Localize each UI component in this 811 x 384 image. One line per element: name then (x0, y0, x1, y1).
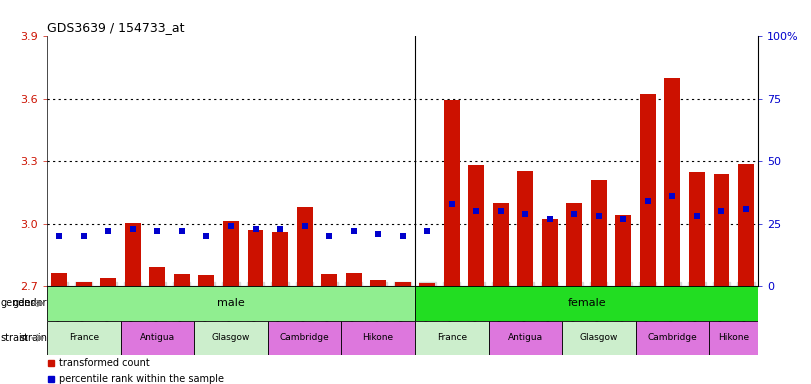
Bar (101, 278, 116, 286)
Bar (419, 283, 436, 286)
Bar (517, 170, 534, 286)
Bar (223, 221, 239, 286)
Bar (591, 180, 607, 286)
Text: Antigua: Antigua (139, 333, 175, 343)
Bar (199, 275, 214, 286)
Bar (444, 100, 460, 286)
Bar (542, 219, 558, 286)
Text: strain: strain (1, 333, 29, 343)
Text: male: male (217, 298, 245, 308)
Text: Antigua: Antigua (508, 333, 543, 343)
Bar (149, 267, 165, 286)
Bar (468, 166, 484, 286)
Bar (76, 282, 92, 286)
Bar (345, 273, 362, 286)
Bar (125, 223, 141, 286)
Bar (121, 321, 194, 355)
Bar (562, 321, 636, 355)
Bar (194, 321, 268, 355)
Bar (47, 321, 121, 355)
Bar (710, 321, 758, 355)
Text: percentile rank within the sample: percentile rank within the sample (59, 374, 224, 384)
Bar (493, 203, 508, 286)
Bar (616, 215, 632, 286)
Bar (341, 321, 415, 355)
Text: GDS3639 / 154733_at: GDS3639 / 154733_at (47, 21, 185, 34)
Bar (636, 321, 710, 355)
Bar (415, 286, 758, 321)
Bar (370, 280, 386, 286)
Text: transformed count: transformed count (59, 358, 150, 368)
Text: female: female (567, 298, 606, 308)
Text: Cambridge: Cambridge (647, 333, 697, 343)
Text: gender: gender (1, 298, 36, 308)
Bar (321, 274, 337, 286)
Bar (395, 282, 410, 286)
Text: France: France (69, 333, 99, 343)
Bar (272, 232, 288, 286)
Bar (738, 164, 754, 286)
Text: Hikone: Hikone (719, 333, 749, 343)
Text: Cambridge: Cambridge (280, 333, 329, 343)
Text: strain: strain (19, 333, 47, 343)
Bar (689, 172, 705, 286)
Text: gender: gender (12, 298, 47, 308)
Bar (664, 78, 680, 286)
Text: Glasgow: Glasgow (580, 333, 618, 343)
Bar (247, 230, 264, 286)
Bar (415, 321, 488, 355)
Text: Glasgow: Glasgow (212, 333, 250, 343)
Bar (488, 321, 562, 355)
Bar (174, 274, 190, 286)
Text: France: France (436, 333, 467, 343)
Bar (566, 203, 582, 286)
Bar (51, 273, 67, 286)
Text: Hikone: Hikone (363, 333, 393, 343)
Bar (640, 94, 656, 286)
Bar (714, 174, 729, 286)
Bar (268, 321, 341, 355)
Bar (297, 207, 312, 286)
Bar (47, 286, 415, 321)
